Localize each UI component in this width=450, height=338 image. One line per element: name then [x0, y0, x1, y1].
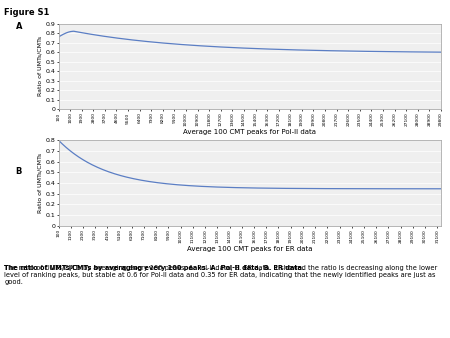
Y-axis label: Ratio of UMTs/CMTs: Ratio of UMTs/CMTs	[37, 36, 42, 96]
X-axis label: Average 100 CMT peaks for Pol-II data: Average 100 CMT peaks for Pol-II data	[183, 129, 316, 135]
Text: A: A	[16, 22, 22, 31]
Y-axis label: Ratio of UMTs/CMTs: Ratio of UMTs/CMTs	[37, 153, 42, 213]
X-axis label: Average 100 CMT peaks for ER data: Average 100 CMT peaks for ER data	[187, 246, 312, 252]
Text: B: B	[16, 167, 22, 176]
Text: The ratio of UMTs/CMTs by averaging every 100 peaks. A. Pol-II data, B. ER data.: The ratio of UMTs/CMTs by averaging ever…	[4, 265, 305, 271]
Text: Figure S1: Figure S1	[4, 8, 50, 18]
Text: The ratio of UMTs/CMTs by averaging every 100 peaks. A. Pol-II data, B. ER data.: The ratio of UMTs/CMTs by averaging ever…	[4, 265, 438, 285]
